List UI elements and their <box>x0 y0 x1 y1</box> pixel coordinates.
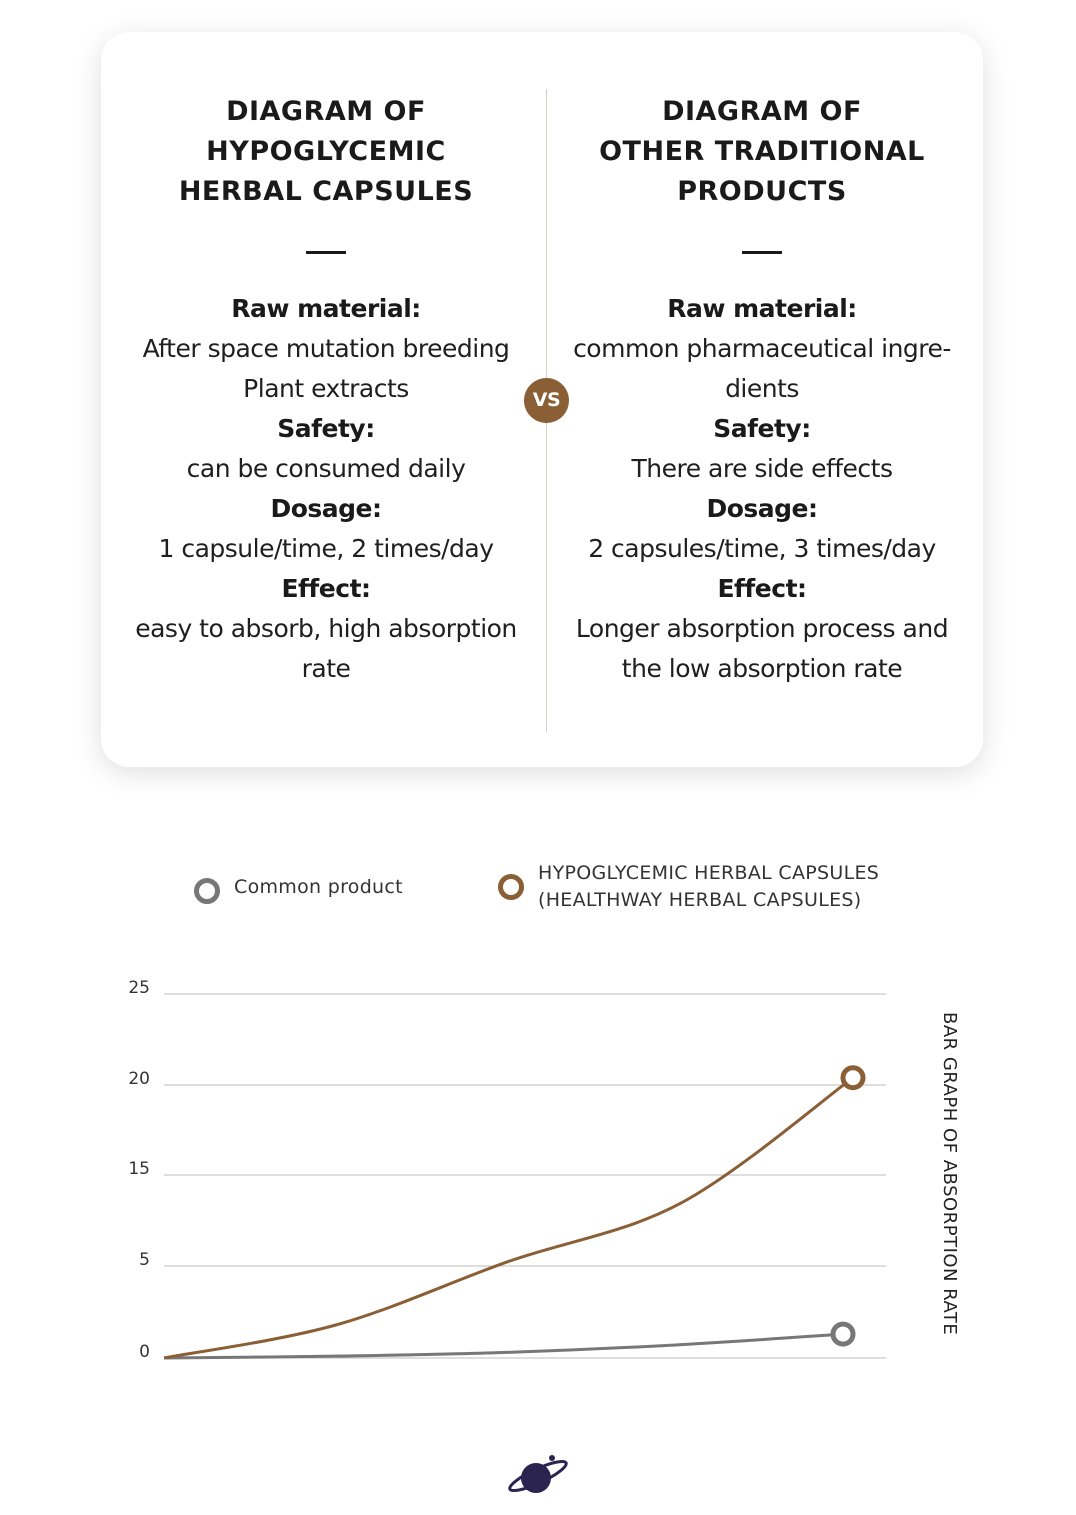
left-raw-material-line: After space mutation breeding <box>142 334 510 363</box>
legend-hypoglycemic: HYPOGLYCEMIC HERBAL CAPSULES (HEALTHWAY … <box>498 860 879 914</box>
right-title: DIAGRAM OF OTHER TRADITIONAL PRODUCTS <box>557 92 967 212</box>
y-tick-label: 5 <box>139 1250 150 1270</box>
right-effect-line: the low absorption rate <box>621 654 903 683</box>
right-raw-material-label: Raw material: <box>667 294 857 323</box>
y-tick-label: 15 <box>128 1159 150 1179</box>
legend-hypoglycemic-line: HYPOGLYCEMIC HERBAL CAPSULES <box>538 862 880 884</box>
vs-badge: VS <box>524 378 569 423</box>
left-raw-material-label: Raw material: <box>231 294 421 323</box>
left-effect-label: Effect: <box>281 574 371 603</box>
y-tick-label: 25 <box>128 978 150 998</box>
planet-logo-icon <box>508 1455 568 1493</box>
legend-common: Common product <box>194 874 403 904</box>
right-title-line: PRODUCTS <box>677 176 847 207</box>
left-dosage-value: 1 capsule/time, 2 times/day <box>158 534 494 563</box>
right-safety-value: There are side effects <box>631 454 893 483</box>
y-axis-label-text: BAR GRAPH OF ABSORPTION RATE <box>939 1012 960 1336</box>
legend-common-label: Common product <box>234 876 403 898</box>
series-line <box>163 1332 844 1360</box>
y-axis-label: BAR GRAPH OF ABSORPTION RATE <box>932 1012 962 1342</box>
right-raw-material-line: dients <box>725 374 799 403</box>
left-raw-material-line: Plant extracts <box>243 374 409 403</box>
right-safety-label: Safety: <box>713 414 811 443</box>
left-title-line: DIAGRAM OF <box>226 96 426 127</box>
left-safety-value: can be consumed daily <box>186 454 466 483</box>
left-dosage-label: Dosage: <box>270 494 382 523</box>
absorption-line-chart: 0 5 15 20 25 <box>128 978 886 1362</box>
legend-hypoglycemic-marker-icon <box>498 874 524 900</box>
right-effect-label: Effect: <box>717 574 807 603</box>
y-tick-label: 0 <box>139 1342 150 1362</box>
right-column: DIAGRAM OF OTHER TRADITIONAL PRODUCTS Ra… <box>557 92 967 689</box>
right-dosage-value: 2 capsules/time, 3 times/day <box>588 534 936 563</box>
right-title-line: DIAGRAM OF <box>662 96 862 127</box>
left-title: DIAGRAM OF HYPOGLYCEMIC HERBAL CAPSULES <box>121 92 531 212</box>
left-effect-line: easy to absorb, high absorption <box>135 614 517 643</box>
left-column: DIAGRAM OF HYPOGLYCEMIC HERBAL CAPSULES … <box>121 92 531 689</box>
left-title-rule <box>306 251 346 254</box>
series-line <box>163 1076 854 1360</box>
left-title-line: HYPOGLYCEMIC <box>206 136 446 167</box>
right-dosage-label: Dosage: <box>706 494 818 523</box>
series-end-point <box>840 1065 866 1091</box>
right-title-line: OTHER TRADITIONAL <box>599 136 925 167</box>
right-title-rule <box>742 251 782 254</box>
legend-common-marker-icon <box>194 878 220 904</box>
y-tick-label: 20 <box>128 1069 150 1089</box>
left-title-line: HERBAL CAPSULES <box>178 176 474 207</box>
left-effect-line: rate <box>301 654 351 683</box>
right-effect-line: Longer absorption process and <box>575 614 949 643</box>
right-raw-material-line: common pharmaceutical ingre- <box>573 334 951 363</box>
legend-hypoglycemic-line: (HEALTHWAY HERBAL CAPSULES) <box>538 889 862 911</box>
comparison-card: DIAGRAM OF HYPOGLYCEMIC HERBAL CAPSULES … <box>101 32 983 767</box>
left-safety-label: Safety: <box>277 414 375 443</box>
legend-hypoglycemic-label: HYPOGLYCEMIC HERBAL CAPSULES (HEALTHWAY … <box>538 860 879 914</box>
series-end-point <box>830 1321 856 1347</box>
